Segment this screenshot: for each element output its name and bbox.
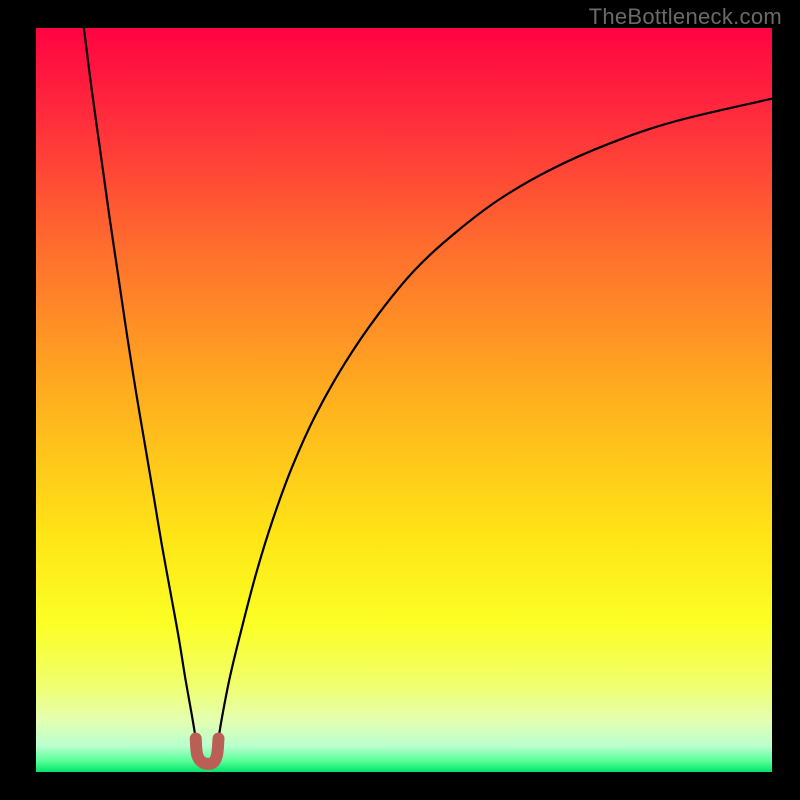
chart-background [36, 28, 772, 772]
attribution-label: TheBottleneck.com [589, 4, 782, 30]
bottleneck-chart [36, 28, 772, 772]
chart-svg [36, 28, 772, 772]
